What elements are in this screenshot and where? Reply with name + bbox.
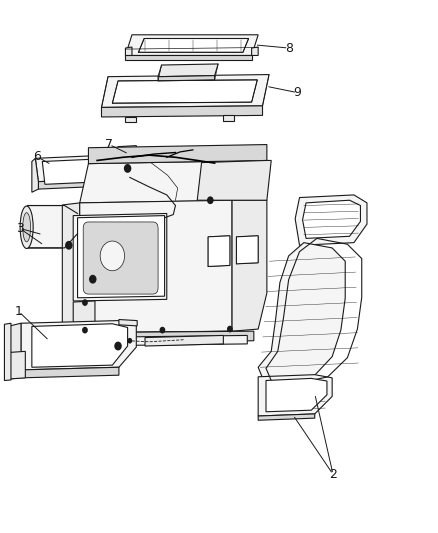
Polygon shape (80, 219, 162, 296)
Polygon shape (35, 154, 134, 182)
Polygon shape (258, 414, 315, 420)
Polygon shape (113, 80, 257, 103)
Polygon shape (102, 106, 262, 117)
Polygon shape (121, 177, 140, 184)
Polygon shape (258, 375, 332, 416)
Polygon shape (102, 75, 269, 108)
Text: 3: 3 (16, 222, 24, 235)
Text: 9: 9 (293, 86, 301, 99)
Polygon shape (10, 323, 21, 379)
Polygon shape (197, 160, 271, 200)
FancyBboxPatch shape (83, 222, 158, 294)
Polygon shape (88, 144, 267, 164)
Text: 7: 7 (105, 138, 113, 151)
Polygon shape (10, 351, 25, 379)
Polygon shape (21, 320, 136, 370)
Polygon shape (158, 64, 218, 77)
Polygon shape (78, 216, 165, 298)
Circle shape (90, 276, 96, 283)
Polygon shape (86, 225, 156, 290)
Circle shape (83, 300, 87, 305)
Polygon shape (62, 203, 80, 335)
Polygon shape (73, 214, 167, 301)
Polygon shape (232, 200, 267, 331)
Polygon shape (80, 160, 267, 203)
Circle shape (115, 342, 121, 350)
Polygon shape (73, 301, 95, 331)
Ellipse shape (20, 206, 33, 248)
Polygon shape (62, 245, 113, 277)
Polygon shape (138, 38, 249, 52)
Polygon shape (158, 76, 215, 81)
Polygon shape (62, 331, 232, 343)
Polygon shape (258, 243, 345, 381)
Text: 6: 6 (33, 150, 41, 163)
Circle shape (100, 241, 124, 271)
Polygon shape (266, 378, 327, 412)
Polygon shape (143, 176, 182, 216)
Polygon shape (125, 55, 252, 60)
Polygon shape (237, 236, 258, 264)
Polygon shape (252, 47, 258, 55)
Circle shape (160, 327, 165, 333)
Polygon shape (223, 115, 234, 120)
Polygon shape (28, 206, 78, 248)
Polygon shape (4, 323, 11, 381)
Polygon shape (39, 177, 134, 189)
Circle shape (228, 326, 232, 332)
Polygon shape (62, 331, 254, 343)
Circle shape (124, 165, 131, 172)
Ellipse shape (23, 213, 31, 242)
Polygon shape (125, 35, 258, 55)
Polygon shape (208, 236, 230, 266)
Polygon shape (21, 367, 119, 378)
Text: 8: 8 (285, 42, 293, 54)
Polygon shape (42, 158, 127, 184)
Polygon shape (125, 117, 136, 122)
Polygon shape (145, 335, 223, 346)
Polygon shape (119, 319, 137, 326)
Polygon shape (78, 272, 123, 306)
Polygon shape (32, 324, 127, 367)
Text: 1: 1 (15, 305, 23, 318)
Circle shape (128, 338, 131, 343)
Polygon shape (73, 335, 247, 346)
Polygon shape (32, 158, 39, 192)
Polygon shape (295, 195, 367, 245)
Polygon shape (303, 200, 360, 238)
Polygon shape (80, 200, 232, 333)
Circle shape (83, 327, 87, 333)
Text: 2: 2 (329, 468, 337, 481)
Circle shape (66, 241, 72, 249)
Circle shape (208, 197, 213, 204)
Polygon shape (125, 47, 132, 55)
Polygon shape (118, 146, 140, 178)
